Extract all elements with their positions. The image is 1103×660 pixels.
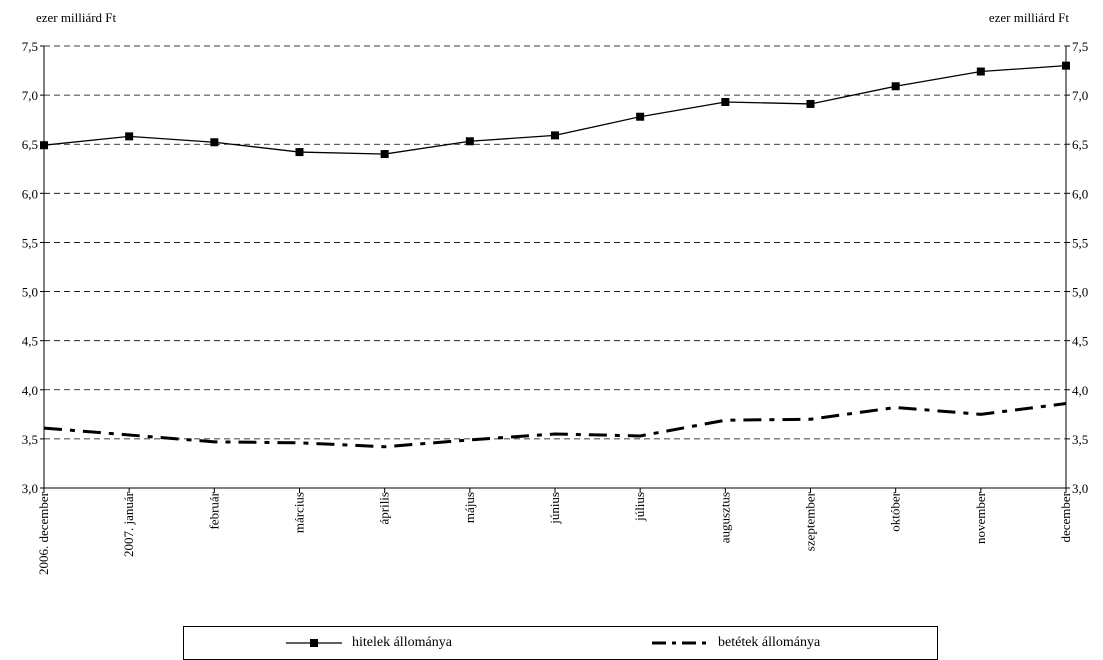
data-point-hitelek xyxy=(806,99,815,108)
legend-label-hitelek: hitelek állománya xyxy=(352,635,452,650)
y-tick-label-left: 7,5 xyxy=(22,39,38,54)
y-axis-unit-right: ezer milliárd Ft xyxy=(988,10,1069,25)
data-point-hitelek xyxy=(40,141,48,150)
x-tick-label: október xyxy=(888,491,903,531)
x-tick-label: november xyxy=(973,491,988,544)
data-point-hitelek xyxy=(1062,61,1070,70)
data-point-hitelek xyxy=(721,97,730,106)
y-tick-label-right: 6,0 xyxy=(1072,186,1088,201)
y-tick-label-right: 5,0 xyxy=(1072,285,1088,300)
series-line-hitelek xyxy=(43,64,1067,155)
x-tick-label: április xyxy=(377,492,392,525)
y-tick-label-left: 5,0 xyxy=(22,285,38,300)
line-chart: 3,0 3,0 3,5 3,5 4,0 4,0 4,5 4,5 5,0 5,0 5,5 5,5 6,0 6… xyxy=(22,39,1089,575)
x-tick-label: augusztus xyxy=(717,492,732,543)
y-tick-label-right: 3,5 xyxy=(1072,432,1088,447)
y-tick-label-right: 5,5 xyxy=(1072,235,1088,250)
data-point-hitelek xyxy=(976,67,985,76)
x-tick-label: június xyxy=(547,492,562,525)
legend-swatch-solid-square xyxy=(286,639,342,647)
y-tick-label-left: 6,0 xyxy=(22,186,38,201)
data-point-hitelek xyxy=(380,150,389,159)
x-tick-label: március xyxy=(292,492,307,533)
data-point-hitelek xyxy=(636,112,645,121)
legend-item-hitelek: hitelek állománya xyxy=(284,635,452,651)
data-point-hitelek xyxy=(295,148,304,157)
x-tick-label: december xyxy=(1058,491,1073,542)
x-tick-label: február xyxy=(206,491,221,529)
y-tick-label-left: 6,5 xyxy=(22,137,38,152)
y-tick-label-left: 3,0 xyxy=(22,481,38,496)
y-tick-label-left: 5,5 xyxy=(22,235,38,250)
legend-label-betetek: betétek állománya xyxy=(718,635,821,650)
y-tick-label-left: 3,5 xyxy=(22,432,38,447)
y-tick-label-right: 3,0 xyxy=(1072,481,1088,496)
data-point-hitelek xyxy=(465,137,474,146)
y-tick-label-right: 4,5 xyxy=(1072,334,1088,349)
legend-item-betetek: betétek állománya xyxy=(650,635,820,651)
y-tick-label-right: 4,0 xyxy=(1072,383,1088,398)
data-point-hitelek xyxy=(125,132,134,141)
legend-swatch-dash-dot xyxy=(652,641,708,645)
y-axis-unit-left: ezer milliárd Ft xyxy=(36,10,117,25)
y-tick-label-right: 6,5 xyxy=(1072,137,1088,152)
y-tick-label-right: 7,0 xyxy=(1072,88,1088,103)
y-tick-label-left: 7,0 xyxy=(22,88,38,103)
x-tick-label: 2006. december xyxy=(36,491,51,575)
series-line-betetek xyxy=(43,402,1067,449)
y-tick-label-left: 4,5 xyxy=(22,334,38,349)
data-point-hitelek xyxy=(551,131,559,140)
x-tick-label: május xyxy=(462,492,477,523)
data-point-hitelek xyxy=(210,138,219,147)
x-tick-label: szeptember xyxy=(803,491,818,551)
legend: hitelek állománya betétek állománya xyxy=(183,626,938,660)
x-tick-label: 2007. január xyxy=(121,491,136,557)
x-tick-label: július xyxy=(632,492,647,522)
data-point-hitelek xyxy=(891,82,900,91)
y-tick-label-right: 7,5 xyxy=(1072,39,1088,54)
y-tick-label-left: 4,0 xyxy=(22,383,38,398)
